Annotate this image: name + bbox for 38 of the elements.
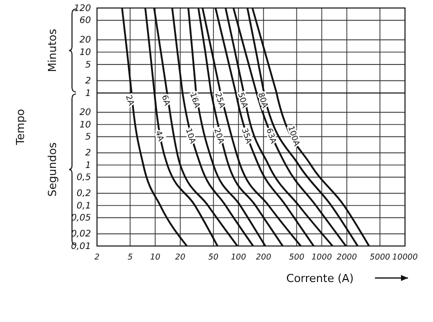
y-tick-label: 2 bbox=[85, 76, 92, 87]
y-tick-label: 0,5 bbox=[76, 173, 92, 184]
x-tick-label: 5000 bbox=[370, 252, 390, 262]
x-tick-label: 500 bbox=[289, 252, 304, 262]
y-axis-title: Minutos bbox=[46, 28, 59, 72]
y-tick-label: 0,1 bbox=[76, 201, 91, 212]
text: 25A bbox=[213, 91, 227, 110]
text: Tempo bbox=[14, 108, 27, 146]
y-tick-label: 20 bbox=[80, 36, 92, 46]
y-tick-label: 120 bbox=[74, 4, 92, 14]
y-tick-label: 60 bbox=[80, 16, 92, 26]
y-tick-label: 5 bbox=[85, 60, 92, 70]
x-axis-title: Corrente (A) bbox=[286, 272, 354, 285]
x-tick-label: 5 bbox=[128, 252, 133, 262]
y-tick-label: 0,01 bbox=[70, 242, 91, 252]
y-tick-label: 20 bbox=[80, 108, 92, 118]
y-tick-label: 1 bbox=[85, 88, 91, 99]
text: 2A bbox=[124, 94, 136, 108]
y-tick-label: 5 bbox=[85, 132, 92, 143]
y-tick-label: 10 bbox=[80, 48, 92, 58]
x-tick-label: 100 bbox=[230, 252, 246, 262]
x-tick-label: 2 bbox=[94, 252, 100, 262]
x-tick-label: 200 bbox=[256, 252, 272, 262]
x-tick-label: 50 bbox=[208, 252, 218, 262]
y-tick-label: 0,2 bbox=[76, 189, 92, 200]
y-axis-title: Segundos bbox=[46, 142, 59, 197]
x-tick-label: 2000 bbox=[336, 252, 357, 262]
text: 35A bbox=[240, 127, 254, 146]
x-tick-label: 1000 bbox=[312, 252, 332, 262]
text: 20A bbox=[212, 127, 226, 146]
text: 6A bbox=[160, 94, 172, 108]
x-tick-label: 20 bbox=[175, 252, 186, 262]
x-tick-label: 10000 bbox=[392, 252, 418, 262]
y-tick-label: 10 bbox=[80, 120, 92, 130]
y-tick-label: 1 bbox=[85, 160, 91, 171]
y-tick-label: 2 bbox=[85, 148, 92, 159]
x-tick-label: 10 bbox=[150, 252, 160, 262]
text: 16A bbox=[188, 91, 202, 110]
